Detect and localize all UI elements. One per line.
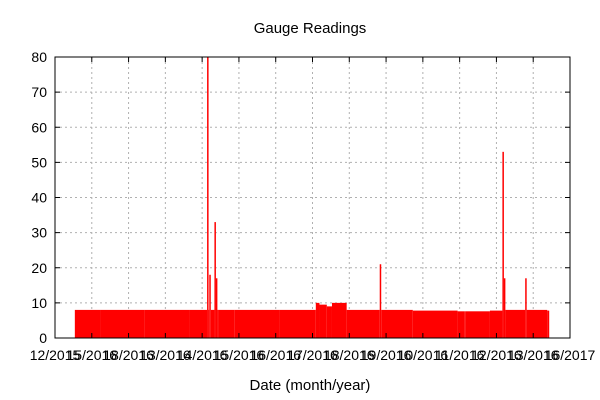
data-bar bbox=[279, 309, 316, 338]
y-tick-label: 30 bbox=[31, 225, 47, 241]
data-bar bbox=[207, 57, 209, 338]
y-tick-label: 20 bbox=[31, 260, 47, 276]
x-axis-title: Date (month/year) bbox=[250, 377, 371, 394]
data-bar bbox=[214, 222, 216, 338]
x-tick-label: 16/2017 bbox=[545, 347, 596, 363]
x-tick-label: 11/2016 bbox=[435, 347, 485, 363]
data-bar bbox=[525, 278, 527, 338]
data-bar bbox=[464, 311, 466, 338]
chart-title: Gauge Readings bbox=[254, 20, 367, 37]
series-bars bbox=[74, 57, 550, 338]
data-bar bbox=[100, 309, 145, 338]
grid-lines bbox=[55, 57, 570, 338]
data-bar bbox=[319, 304, 327, 338]
data-bar bbox=[189, 309, 208, 338]
y-tick-label: 60 bbox=[31, 119, 47, 135]
data-bar bbox=[346, 309, 380, 338]
data-bar bbox=[547, 310, 550, 338]
data-bar bbox=[526, 309, 548, 338]
x-tick-label: 13/2016 bbox=[140, 347, 191, 363]
y-tick-label: 50 bbox=[31, 154, 47, 170]
data-bar bbox=[412, 310, 458, 338]
x-axis-ticks: 12/201515/201618/201613/201614/201615/20… bbox=[30, 57, 596, 363]
x-tick-label: 12/2015 bbox=[30, 347, 81, 363]
data-bar bbox=[505, 309, 526, 338]
data-bar bbox=[215, 278, 218, 338]
data-bar bbox=[465, 311, 490, 338]
data-bar bbox=[315, 302, 320, 338]
y-tick-label: 0 bbox=[39, 330, 47, 346]
y-tick-label: 70 bbox=[31, 84, 47, 100]
x-tick-label: 18/2016 bbox=[324, 347, 375, 363]
y-axis-ticks: 0 10 20 30 40 50 60 70 80 bbox=[31, 49, 570, 346]
x-tick-label: 16/2016 bbox=[250, 347, 301, 363]
data-bar bbox=[503, 278, 506, 338]
x-tick-label: 13/2016 bbox=[508, 347, 559, 363]
data-bar bbox=[144, 309, 190, 338]
data-bar bbox=[234, 309, 280, 338]
x-tick-label: 18/2016 bbox=[103, 347, 154, 363]
x-tick-label: 15/2016 bbox=[214, 347, 265, 363]
x-tick-label: 12/2016 bbox=[471, 347, 522, 363]
x-tick-label: 14/2016 bbox=[177, 347, 228, 363]
data-bar bbox=[331, 302, 347, 338]
y-tick-label: 10 bbox=[31, 295, 47, 311]
data-bar bbox=[210, 309, 215, 338]
data-bar bbox=[457, 311, 465, 338]
x-tick-label: 15/2016 bbox=[66, 347, 117, 363]
y-tick-label: 40 bbox=[31, 190, 47, 206]
data-bar bbox=[218, 309, 235, 338]
data-bar bbox=[217, 309, 219, 338]
data-bar bbox=[74, 309, 101, 338]
data-bar bbox=[208, 309, 210, 338]
x-tick-label: 17/2016 bbox=[287, 347, 338, 363]
x-tick-label: 10/2016 bbox=[398, 347, 449, 363]
x-tick-label: 19/2016 bbox=[361, 347, 412, 363]
data-bar bbox=[209, 274, 211, 338]
data-bar bbox=[502, 151, 504, 338]
y-tick-label: 80 bbox=[31, 49, 47, 65]
data-bar bbox=[489, 310, 503, 338]
data-bar bbox=[326, 306, 332, 338]
data-bar bbox=[379, 264, 382, 338]
